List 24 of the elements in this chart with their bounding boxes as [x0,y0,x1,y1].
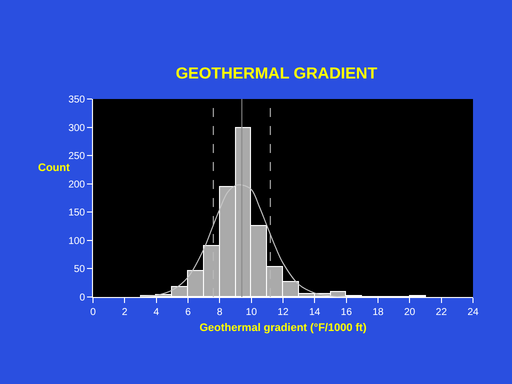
x-tick-label: 2 [122,307,128,318]
x-tick-label: 0 [90,307,96,318]
x-tick-label: 24 [467,307,479,318]
x-tick-label: 18 [372,307,384,318]
x-tick-label: 6 [185,307,192,318]
x-tick-label: 10 [246,307,258,318]
x-tick-label: 22 [436,307,448,318]
y-tick-label: 350 [68,94,86,106]
y-tick-label: 200 [68,179,86,190]
x-tick-label: 16 [340,307,352,318]
y-tick-label: 0 [79,292,86,304]
y-axis-title: Count [38,162,70,174]
x-tick-label: 4 [154,307,160,318]
y-tick-label: 50 [74,264,86,276]
chart-title: GEOTHERMAL GRADIENT [176,66,378,83]
y-tick-label: 300 [68,122,86,134]
x-tick-label: 14 [309,307,321,318]
y-tick-label: 150 [68,208,86,219]
x-tick-label: 12 [277,307,289,318]
x-tick-label: 8 [216,307,223,318]
x-tick-label: 20 [404,307,416,318]
y-tick-label: 100 [68,236,86,247]
x-axis-title: Geothermal gradient (°F/1000 ft) [200,322,367,334]
y-tick-label: 250 [68,151,86,162]
